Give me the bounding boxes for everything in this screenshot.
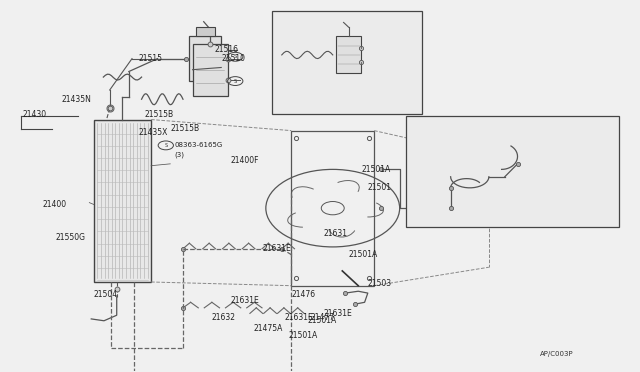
Text: 21435N: 21435N	[62, 95, 92, 104]
Text: 21631: 21631	[323, 230, 347, 238]
Text: 21430: 21430	[22, 109, 47, 119]
Text: 21475A: 21475A	[253, 324, 282, 333]
Text: 21503R: 21503R	[549, 135, 577, 141]
Text: (3): (3)	[175, 151, 185, 158]
Text: 21501A: 21501A	[362, 165, 390, 174]
Text: 21515B: 21515B	[301, 89, 329, 95]
Text: 21477: 21477	[310, 312, 335, 321]
Text: 21503P: 21503P	[502, 207, 529, 213]
Text: 21400: 21400	[43, 200, 67, 209]
Text: S: S	[358, 76, 362, 81]
Text: 21510: 21510	[221, 54, 245, 63]
Text: 21504: 21504	[94, 291, 118, 299]
Bar	[189, 36, 221, 81]
Text: 21503: 21503	[368, 279, 392, 288]
Text: 21400F: 21400F	[231, 155, 259, 165]
Bar	[193, 44, 228, 96]
Text: 21435X: 21435X	[138, 128, 168, 137]
Text: 21550G: 21550G	[56, 233, 86, 242]
Text: 21501A: 21501A	[288, 331, 317, 340]
Text: 21516: 21516	[349, 30, 372, 36]
Text: 21501A: 21501A	[307, 316, 337, 325]
Text: 21515B: 21515B	[170, 124, 200, 133]
Text: 21515B: 21515B	[145, 109, 174, 119]
Text: 21632: 21632	[212, 312, 236, 321]
Text: 21631E: 21631E	[262, 244, 291, 253]
Bar	[291, 131, 374, 286]
Text: 21503A: 21503A	[441, 157, 469, 163]
Bar	[406, 116, 620, 227]
Text: 21505: 21505	[524, 189, 547, 195]
Text: 21516: 21516	[215, 45, 239, 54]
Bar	[336, 36, 362, 73]
Text: AP/C003P: AP/C003P	[540, 351, 573, 357]
Text: [0889-0593]: [0889-0593]	[275, 14, 323, 23]
Text: F/POWER STEERING: F/POWER STEERING	[411, 119, 487, 128]
Text: S: S	[234, 54, 237, 59]
Text: 08363-6165G: 08363-6165G	[175, 142, 223, 148]
Text: 21515: 21515	[285, 48, 308, 54]
Text: S: S	[164, 143, 167, 148]
Text: 21503A: 21503A	[546, 166, 574, 172]
Text: S: S	[367, 61, 371, 65]
Text: 21631E: 21631E	[231, 296, 260, 305]
Text: 21631E: 21631E	[285, 312, 314, 321]
Bar	[196, 27, 215, 36]
Text: 21631E: 21631E	[323, 309, 352, 318]
Text: S: S	[358, 91, 362, 96]
Text: S: S	[367, 44, 371, 49]
Text: 08363-6165G: 08363-6165G	[370, 67, 420, 73]
Text: 21476: 21476	[291, 291, 316, 299]
Text: 21501A: 21501A	[349, 250, 378, 259]
Text: S: S	[234, 78, 237, 84]
Text: 21501: 21501	[368, 183, 392, 192]
Text: 21515: 21515	[138, 54, 163, 63]
Text: 08363-6165G: 08363-6165G	[370, 81, 420, 87]
Bar	[94, 119, 151, 282]
Bar	[272, 11, 422, 114]
Text: 21510: 21510	[362, 15, 385, 21]
Text: 21515B: 21515B	[278, 89, 307, 95]
